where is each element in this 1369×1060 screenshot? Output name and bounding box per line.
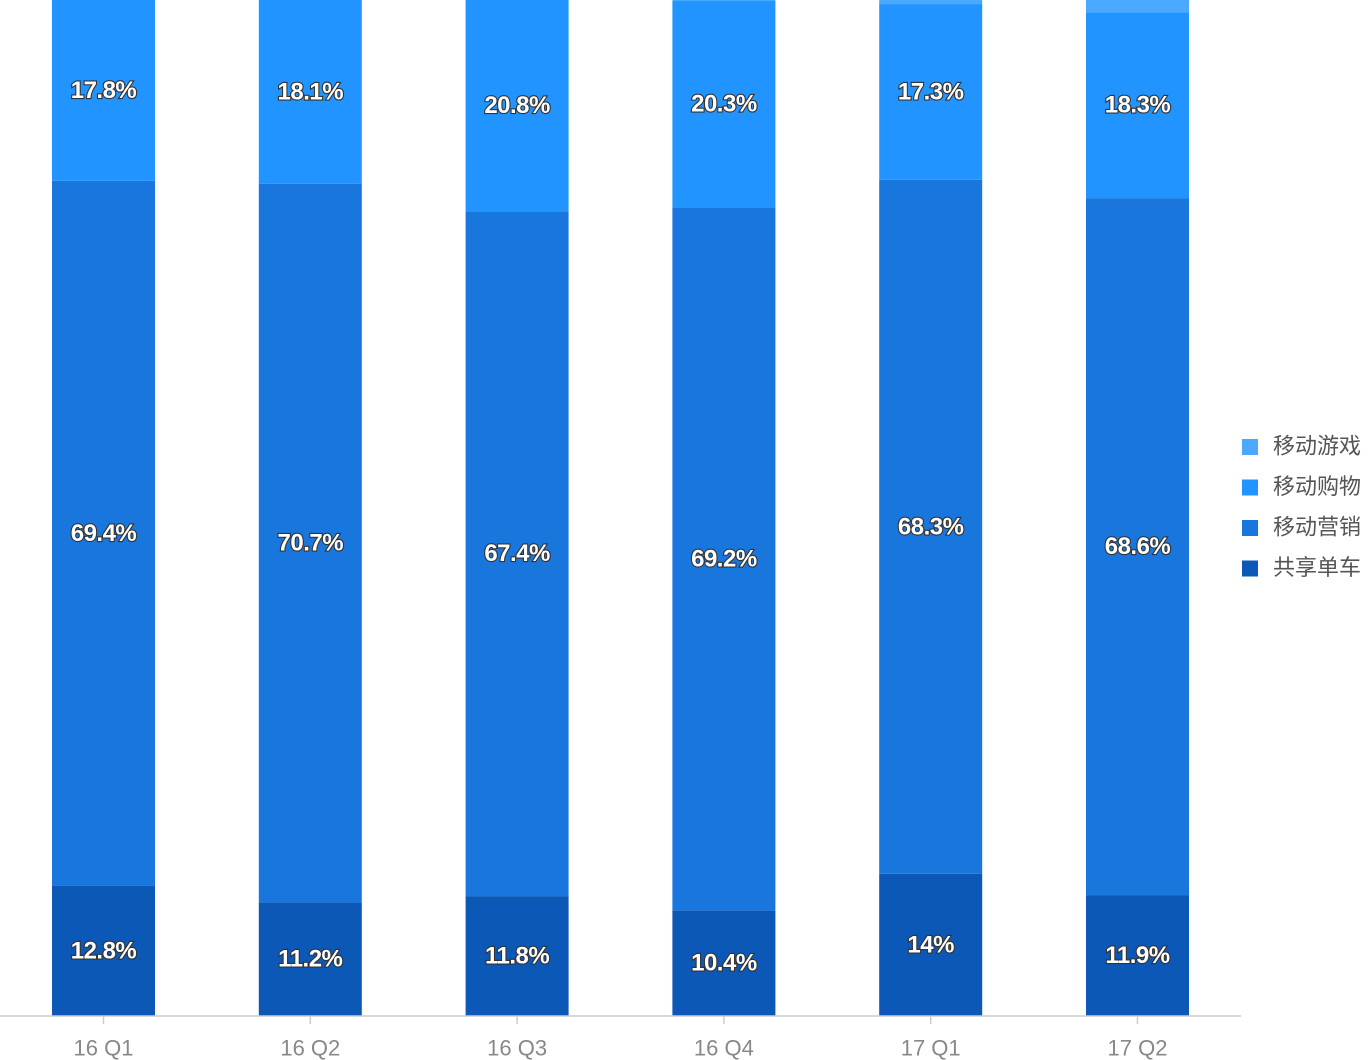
x-tick-label: 16 Q2 xyxy=(280,1036,340,1060)
bar-segment xyxy=(465,896,569,1016)
data-label: 70.7% xyxy=(278,530,344,557)
legend-swatch xyxy=(1242,520,1258,536)
legend-label: 移动游戏 xyxy=(1273,435,1361,460)
bar-segment xyxy=(1086,12,1189,199)
bar-segment xyxy=(672,207,776,911)
data-label: 17.3% xyxy=(898,78,964,105)
bar-segment xyxy=(879,179,983,874)
legend-label: 移动购物 xyxy=(1273,475,1361,500)
data-label: 11.8% xyxy=(485,943,549,970)
legend-item[interactable]: 共享单车 xyxy=(1242,556,1361,581)
data-label: 20.3% xyxy=(691,91,757,118)
legend-label: 移动营销 xyxy=(1273,516,1361,541)
bar-segment xyxy=(52,885,155,1016)
bar-segment xyxy=(879,4,983,180)
x-axis-ticks-group: 16 Q1 16 Q2 16 Q3 16 Q4 17 Q1 17 Q2 xyxy=(74,1016,1168,1060)
bar-segment xyxy=(672,1,776,208)
data-label: 18.3% xyxy=(1105,92,1171,119)
x-tick-label: 16 Q4 xyxy=(694,1036,754,1060)
data-label: 68.3% xyxy=(898,513,964,540)
data-label: 69.4% xyxy=(71,520,137,547)
data-label: 67.4% xyxy=(484,540,550,567)
bar-segment xyxy=(879,0,983,5)
data-label: 11.2% xyxy=(278,946,342,973)
legend-swatch xyxy=(1242,560,1258,577)
bar-segment xyxy=(258,0,362,184)
bar-segment xyxy=(52,0,155,181)
bar-segment xyxy=(258,902,362,1016)
x-tick-label: 17 Q2 xyxy=(1108,1036,1168,1060)
data-label: 18.1% xyxy=(278,78,344,105)
bar-segment xyxy=(672,910,776,1016)
bar-segment xyxy=(672,0,776,2)
segment-labels-group: 12.8% 69.4% 17.8% 11.2% 70.7% 18.1% 11.8% 67.4%… xyxy=(70,76,1172,978)
x-tick-label: 16 Q3 xyxy=(487,1036,547,1060)
bar-segment xyxy=(465,0,569,212)
legend-label: 共享单车 xyxy=(1273,556,1361,581)
data-label: 11.9% xyxy=(1105,942,1169,969)
bars-group xyxy=(52,0,1189,1016)
bar-segment xyxy=(1086,0,1189,13)
bar-segment xyxy=(879,873,983,1016)
x-tick-label: 16 Q1 xyxy=(74,1036,134,1060)
x-tick-label: 17 Q1 xyxy=(901,1036,961,1060)
bar-segment xyxy=(1086,198,1189,896)
data-label: 14% xyxy=(907,931,954,958)
data-label: 17.8% xyxy=(71,77,137,104)
bar-segment xyxy=(258,183,362,903)
data-label: 20.8% xyxy=(484,92,550,119)
legend-item[interactable]: 移动购物 xyxy=(1242,475,1361,500)
legend-item[interactable]: 移动游戏 xyxy=(1242,435,1361,460)
data-label: 69.2% xyxy=(691,545,757,572)
data-label: 10.4% xyxy=(691,950,757,977)
bar-segment xyxy=(52,180,155,886)
legend-item[interactable]: 移动营销 xyxy=(1242,516,1361,541)
bar-segment xyxy=(1086,895,1189,1016)
legend-swatch xyxy=(1242,439,1258,455)
legend-swatch xyxy=(1242,479,1258,496)
bar-segment xyxy=(465,211,569,897)
data-label: 68.6% xyxy=(1105,533,1171,560)
data-label: 12.8% xyxy=(71,937,137,964)
